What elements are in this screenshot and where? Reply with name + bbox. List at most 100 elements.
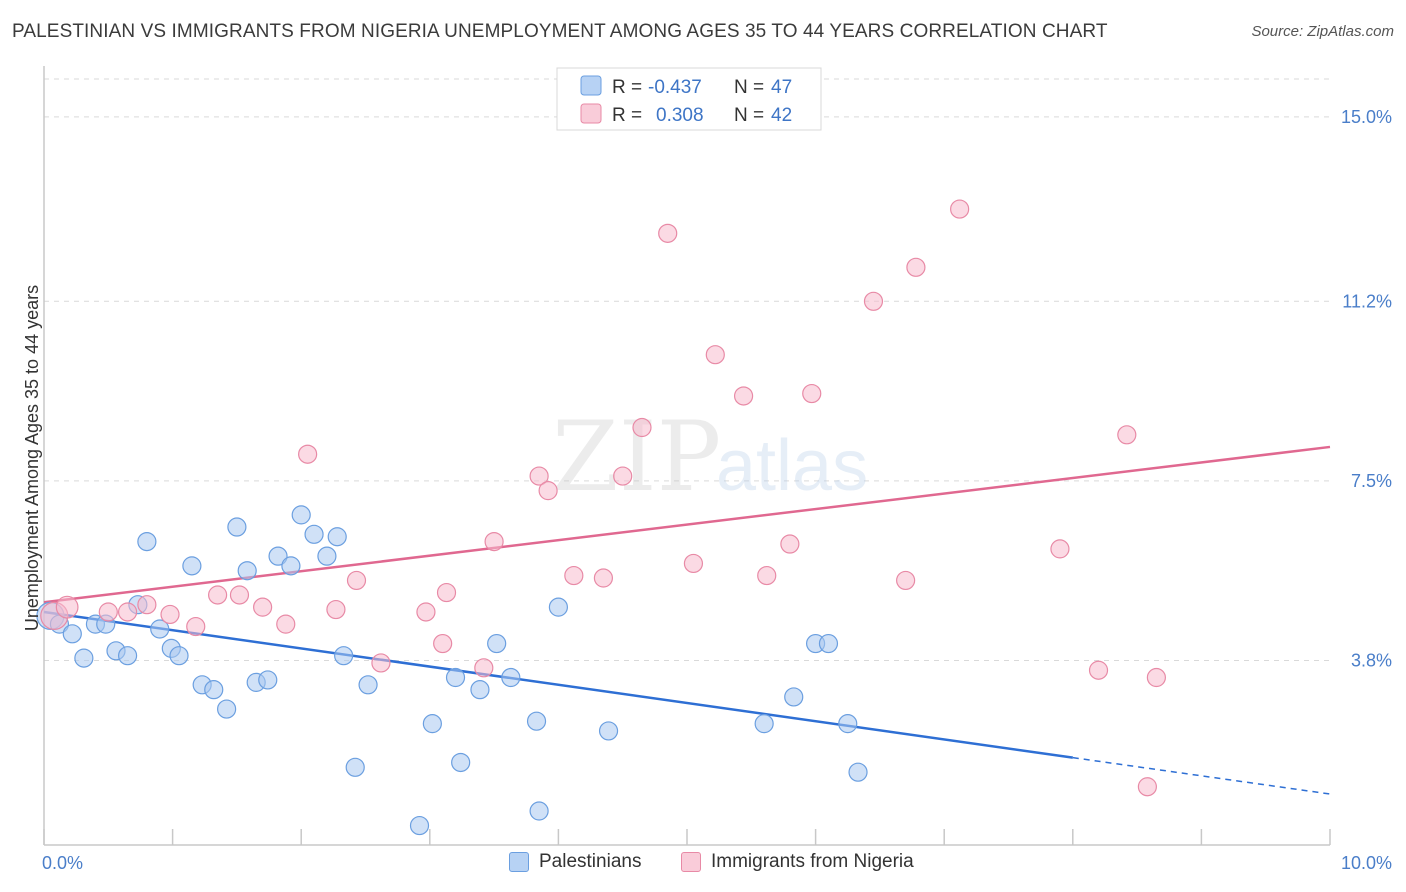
nigeria-point bbox=[416, 602, 436, 622]
palestinians-trend-line bbox=[43, 610, 1073, 759]
legend-label-nigeria: Immigrants from Nigeria bbox=[711, 851, 914, 872]
nigeria-point bbox=[186, 616, 206, 637]
y-axis-label: Unemployment Among Ages 35 to 44 years bbox=[22, 285, 42, 631]
x-tick-label: 10.0% bbox=[1341, 853, 1392, 873]
watermark: ZIP atlas bbox=[552, 401, 868, 513]
palestinians-point bbox=[227, 517, 247, 537]
y-tick-label: 15.0% bbox=[1341, 107, 1392, 127]
palestinians-point bbox=[529, 801, 549, 821]
legend-item-nigeria: Immigrants from Nigeria bbox=[681, 851, 914, 873]
axes bbox=[43, 66, 1331, 846]
palestinians-point bbox=[169, 646, 189, 666]
palestinians-point bbox=[258, 670, 278, 690]
legend-r-label-2: R = bbox=[612, 105, 642, 126]
source-label: Source: ZipAtlas.com bbox=[1251, 23, 1394, 40]
chart-title: PALESTINIAN VS IMMIGRANTS FROM NIGERIA U… bbox=[12, 21, 1108, 42]
nigeria-point bbox=[658, 223, 678, 243]
palestinians-point bbox=[818, 633, 839, 654]
grid-lines bbox=[44, 78, 1330, 662]
legend-n-label-1: N = bbox=[734, 77, 764, 98]
swatch-nigeria bbox=[681, 852, 701, 872]
nigeria-point bbox=[683, 553, 704, 574]
swatch-palestinians bbox=[509, 852, 529, 872]
y-tick-label: 11.2% bbox=[1342, 291, 1392, 311]
nigeria-point bbox=[538, 481, 558, 501]
nigeria-point bbox=[371, 653, 391, 673]
palestinians-point bbox=[548, 597, 569, 617]
nigeria-point bbox=[593, 568, 614, 588]
palestinians-point bbox=[62, 624, 82, 644]
watermark-zip: ZIP bbox=[552, 401, 721, 513]
nigeria-point bbox=[208, 585, 228, 605]
palestinians-point bbox=[470, 680, 490, 700]
legend-item-palestinians: Palestinians bbox=[509, 851, 641, 873]
nigeria-point bbox=[733, 386, 754, 406]
palestinians-point bbox=[281, 556, 301, 576]
palestinians-point bbox=[345, 757, 365, 777]
palestinians-point bbox=[237, 561, 257, 581]
nigeria-point bbox=[1050, 539, 1070, 559]
palestinians-point bbox=[848, 762, 868, 782]
nigeria-point bbox=[117, 602, 138, 622]
nigeria-point bbox=[802, 383, 822, 404]
palestinians-point bbox=[422, 714, 442, 734]
legend-r-label-1: R = bbox=[612, 77, 642, 98]
nigeria-point bbox=[613, 466, 633, 486]
palestinians-point bbox=[217, 699, 237, 719]
legend-n-value-1: 47 bbox=[771, 77, 792, 98]
nigeria-point bbox=[326, 599, 346, 620]
nigeria-point bbox=[276, 614, 296, 634]
nigeria-point bbox=[564, 565, 584, 586]
palestinians-point bbox=[526, 711, 547, 731]
nigeria-point bbox=[529, 466, 549, 486]
nigeria-point bbox=[346, 570, 367, 591]
nigeria-point bbox=[160, 604, 180, 625]
palestinians-point bbox=[501, 667, 521, 688]
nigeria-point bbox=[1137, 777, 1157, 797]
palestinians-point bbox=[317, 546, 337, 566]
nigeria-point bbox=[1117, 425, 1137, 445]
nigeria-point bbox=[55, 595, 79, 619]
nigeria-point bbox=[705, 345, 725, 365]
palestinians-point bbox=[137, 531, 157, 552]
palestinians-point bbox=[182, 556, 202, 576]
palestinians-point bbox=[327, 527, 347, 547]
palestinians-point bbox=[334, 646, 354, 666]
legend-label-palestinians: Palestinians bbox=[539, 851, 642, 872]
nigeria-point bbox=[1088, 660, 1109, 680]
palestinians-point bbox=[150, 619, 170, 639]
nigeria-point bbox=[253, 597, 273, 617]
palestinians-point bbox=[784, 687, 804, 707]
palestinians-point bbox=[598, 721, 619, 741]
legend-swatch-pink bbox=[580, 103, 602, 124]
legend-n-label-2: N = bbox=[734, 105, 764, 126]
palestinians-point bbox=[74, 648, 94, 668]
palestinians-point bbox=[117, 646, 138, 666]
nigeria-point bbox=[632, 417, 652, 438]
nigeria-point bbox=[484, 531, 504, 552]
y-tick-labels: 3.8% 7.5% 11.2% 15.0% bbox=[1341, 107, 1392, 671]
palestinians-point bbox=[487, 633, 507, 654]
legend-r-value-2: 0.308 bbox=[656, 105, 704, 126]
nigeria-point bbox=[436, 582, 457, 603]
watermark-atlas: atlas bbox=[716, 426, 868, 506]
trend-lines bbox=[43, 445, 1331, 795]
nigeria-point bbox=[98, 602, 118, 622]
nigeria-point bbox=[780, 534, 800, 554]
nigeria-point bbox=[906, 257, 926, 277]
nigeria-point bbox=[474, 658, 494, 678]
palestinians-point bbox=[409, 815, 430, 836]
legend-r-value-1: -0.437 bbox=[648, 77, 702, 98]
legend-n-value-2: 42 bbox=[771, 105, 792, 126]
palestinians-point bbox=[358, 675, 378, 695]
data-points bbox=[36, 199, 1166, 836]
nigeria-trend-line bbox=[43, 445, 1331, 604]
palestinians-point bbox=[451, 752, 471, 773]
palestinians-trend-extension bbox=[1072, 756, 1331, 795]
bottom-legend: Palestinians Immigrants from Nigeria bbox=[0, 851, 1406, 877]
nigeria-point bbox=[137, 595, 157, 615]
y-tick-label: 3.8% bbox=[1351, 651, 1392, 671]
nigeria-point bbox=[433, 633, 453, 654]
nigeria-point bbox=[229, 585, 250, 605]
